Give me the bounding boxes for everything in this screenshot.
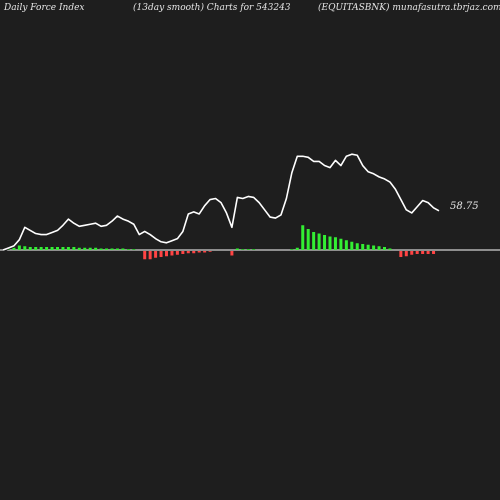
negative-bar xyxy=(192,251,196,254)
positive-bar xyxy=(126,249,130,250)
positive-bar xyxy=(39,247,43,250)
negative-bar xyxy=(203,251,207,253)
positive-bar xyxy=(23,246,27,250)
positive-bar xyxy=(252,249,256,250)
negative-bar xyxy=(165,251,168,257)
positive-bar xyxy=(328,236,332,250)
positive-bar xyxy=(99,248,103,250)
negative-bar xyxy=(421,251,425,254)
positive-bar xyxy=(235,248,239,250)
force-line xyxy=(2,153,440,251)
positive-bar xyxy=(372,245,376,250)
negative-bar xyxy=(186,251,190,254)
negative-bar xyxy=(154,251,158,258)
negative-bar xyxy=(159,251,163,257)
positive-bar xyxy=(72,247,76,250)
positive-bar xyxy=(12,247,16,250)
positive-bar xyxy=(377,246,381,250)
positive-bar xyxy=(50,247,54,250)
positive-bar xyxy=(246,249,250,250)
negative-bar xyxy=(143,251,147,260)
negative-bar xyxy=(148,251,152,260)
positive-bar xyxy=(77,247,81,250)
positive-bar xyxy=(312,232,316,250)
positive-bar xyxy=(105,248,109,250)
positive-bar xyxy=(301,225,305,250)
positive-bar xyxy=(388,248,392,250)
positive-bar xyxy=(333,237,337,250)
positive-bar xyxy=(366,244,370,250)
negative-bar xyxy=(426,251,430,254)
positive-bar xyxy=(110,248,114,250)
force-bars xyxy=(6,225,436,260)
negative-bar xyxy=(404,251,408,257)
positive-bar xyxy=(45,247,49,250)
negative-bar xyxy=(399,251,403,257)
positive-bar xyxy=(290,249,294,250)
header-right-title: (EQUITASBNK) munafasutra.tbrjaz.com xyxy=(318,3,500,13)
last-value-label: 58.75 xyxy=(450,201,479,212)
negative-bar xyxy=(181,251,185,254)
positive-bar xyxy=(34,247,38,250)
positive-bar xyxy=(28,247,32,250)
positive-bar xyxy=(383,247,386,250)
negative-bar xyxy=(208,251,212,252)
positive-bar xyxy=(317,233,321,250)
negative-bar xyxy=(410,251,414,255)
negative-bar xyxy=(170,251,174,256)
negative-bar xyxy=(432,251,436,254)
header-left-title: Daily Force Index xyxy=(4,3,85,13)
positive-bar xyxy=(115,248,119,250)
positive-bar xyxy=(355,243,359,250)
positive-bar xyxy=(344,240,348,250)
negative-bar xyxy=(197,251,201,253)
negative-bar xyxy=(175,251,179,255)
positive-bar xyxy=(61,247,65,250)
positive-bar xyxy=(56,247,59,250)
negative-bar xyxy=(415,251,419,254)
positive-bar xyxy=(121,248,125,250)
header-center-title: (13day smooth) Charts for 543243 xyxy=(133,3,291,13)
positive-bar xyxy=(295,247,299,250)
positive-bar xyxy=(350,241,354,250)
positive-bar xyxy=(306,229,310,250)
positive-bar xyxy=(132,249,136,250)
positive-bar xyxy=(361,244,365,250)
positive-bar xyxy=(241,249,245,250)
negative-bar xyxy=(230,251,234,256)
positive-bar xyxy=(66,247,70,250)
positive-bar xyxy=(323,235,327,250)
positive-bar xyxy=(17,245,21,250)
positive-bar xyxy=(94,247,98,250)
positive-bar xyxy=(83,247,87,250)
positive-bar xyxy=(339,238,343,250)
positive-bar xyxy=(88,247,92,250)
